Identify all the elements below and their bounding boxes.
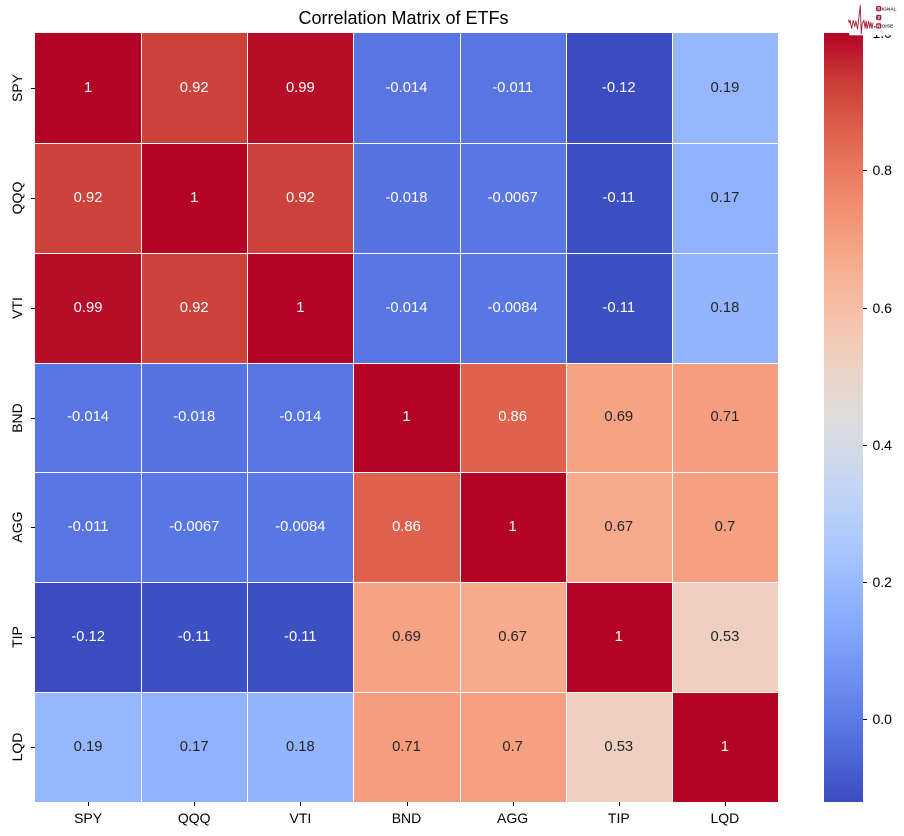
svg-text:2: 2 <box>877 15 880 20</box>
svg-text:S: S <box>877 6 880 11</box>
svg-text:IGNAL: IGNAL <box>882 6 897 11</box>
svg-text:OISE: OISE <box>882 24 894 29</box>
svg-text:N: N <box>877 24 880 29</box>
